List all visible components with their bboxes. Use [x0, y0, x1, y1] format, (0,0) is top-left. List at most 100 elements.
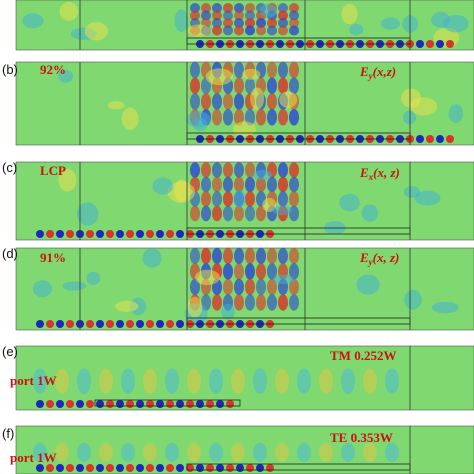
- panel-label: (e): [2, 344, 18, 359]
- wave-blob: [341, 368, 355, 395]
- field-args: (x,z): [373, 64, 396, 79]
- wave-lobe: [201, 176, 211, 193]
- field-sub: y: [368, 257, 374, 267]
- wave-lobe: [223, 263, 233, 280]
- wave-lobe: [212, 3, 222, 13]
- wave-blob: [403, 110, 416, 125]
- wave-lobe: [212, 205, 222, 222]
- wave-lobe: [201, 10, 211, 21]
- surface-wave: [146, 320, 154, 328]
- wave-lobe: [201, 191, 211, 207]
- surface-wave: [246, 464, 254, 472]
- surface-wave: [106, 400, 114, 408]
- wave-lobe: [267, 93, 277, 110]
- wave-lobe: [234, 93, 244, 110]
- field-args: (x, z): [373, 165, 400, 180]
- surface-wave: [126, 464, 134, 472]
- surface-wave: [116, 400, 124, 408]
- wave-lobe: [256, 247, 266, 265]
- wave-lobe: [190, 278, 200, 296]
- wave-lobe: [278, 247, 288, 265]
- surface-wave: [76, 464, 84, 472]
- wave-blob: [297, 442, 311, 462]
- wave-lobe: [278, 3, 288, 13]
- wave-blob: [121, 442, 135, 462]
- wave-lobe: [289, 176, 299, 193]
- surface-wave: [36, 464, 44, 472]
- surface-wave: [66, 230, 74, 238]
- wave-lobe: [267, 25, 277, 36]
- wave-lobe: [256, 278, 266, 296]
- wave-blob: [58, 69, 74, 83]
- wave-lobe: [245, 294, 255, 311]
- surface-wave: [166, 230, 174, 238]
- panel-label: (f): [2, 426, 14, 441]
- wave-lobe: [289, 77, 299, 95]
- wave-lobe: [201, 205, 211, 222]
- wave-blob: [233, 189, 246, 208]
- wave-lobe: [256, 263, 266, 280]
- surface-wave: [126, 230, 134, 238]
- wave-lobe: [289, 278, 299, 296]
- field-panel: [15, 61, 474, 146]
- wave-blob: [174, 9, 188, 32]
- surface-wave: [46, 464, 54, 472]
- surface-wave: [86, 230, 94, 238]
- wave-blob: [165, 442, 179, 462]
- surface-wave: [166, 464, 174, 472]
- surface-wave: [86, 464, 94, 472]
- wave-lobe: [245, 10, 255, 21]
- surface-wave: [186, 400, 194, 408]
- wave-lobe: [190, 247, 200, 265]
- wave-lobe: [256, 294, 266, 311]
- panel-label: (d): [2, 246, 18, 261]
- surface-wave: [446, 40, 454, 48]
- field-panel: [15, 425, 474, 474]
- surface-wave: [96, 320, 104, 328]
- wave-blob: [107, 101, 125, 110]
- wave-blob: [361, 204, 378, 222]
- wave-lobe: [278, 176, 288, 193]
- wave-blob: [409, 97, 438, 116]
- wave-blob: [84, 21, 108, 41]
- panel-bg: [15, 345, 474, 411]
- wave-blob: [59, 1, 79, 21]
- wave-blob: [339, 193, 360, 212]
- wave-lobe: [234, 61, 244, 79]
- surface-wave: [156, 400, 164, 408]
- surface-wave: [56, 230, 64, 238]
- wave-lobe: [234, 263, 244, 280]
- field-symbol: E: [359, 165, 369, 180]
- wave-lobe: [223, 108, 233, 126]
- field-symbol: E: [359, 64, 369, 79]
- surface-wave: [56, 400, 64, 408]
- wave-blob: [77, 368, 91, 395]
- wave-lobe: [278, 191, 288, 207]
- wave-lobe: [245, 77, 255, 95]
- wave-lobe: [234, 18, 244, 28]
- wave-lobe: [278, 25, 288, 36]
- surface-wave: [36, 400, 44, 408]
- surface-wave: [136, 230, 144, 238]
- wave-lobe: [234, 10, 244, 21]
- wave-blob: [142, 248, 162, 268]
- panel-note: 92%: [40, 62, 66, 77]
- wave-lobe: [190, 162, 200, 178]
- wave-lobe: [289, 10, 299, 21]
- surface-wave: [156, 320, 164, 328]
- surface-wave: [196, 400, 204, 408]
- surface-wave: [136, 400, 144, 408]
- wave-lobe: [223, 25, 233, 36]
- wave-blob: [262, 197, 277, 213]
- surface-wave: [436, 135, 444, 143]
- wave-lobe: [256, 18, 266, 28]
- surface-wave: [86, 320, 94, 328]
- surface-wave: [116, 320, 124, 328]
- wave-blob: [297, 368, 311, 395]
- wave-lobe: [223, 3, 233, 13]
- surface-wave: [56, 320, 64, 328]
- wave-blob: [385, 368, 399, 395]
- wave-blob: [319, 368, 333, 395]
- field-label: Ey(x,z): [359, 64, 396, 81]
- wave-blob: [99, 442, 113, 462]
